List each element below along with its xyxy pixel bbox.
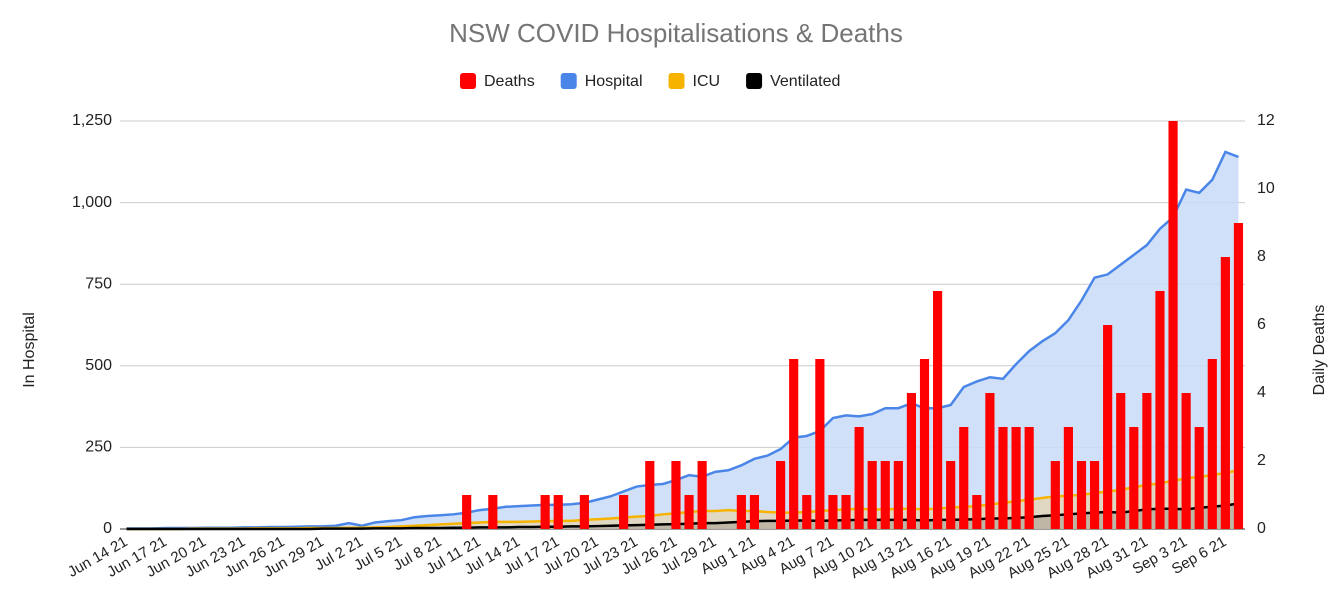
bar: [854, 427, 864, 529]
bar: [802, 495, 812, 529]
bar: [645, 461, 655, 529]
line: [126, 150, 1239, 530]
bar: [736, 495, 746, 529]
bar: [880, 461, 890, 529]
bar: [697, 461, 707, 529]
bar: [488, 495, 498, 529]
y2-axis-label: Daily Deaths: [1311, 305, 1328, 396]
y-tick-label: 0: [103, 520, 112, 537]
bar: [933, 291, 943, 529]
bar: [1194, 427, 1204, 529]
bar: [1050, 461, 1060, 529]
bar: [1220, 257, 1230, 529]
bar: [1181, 393, 1191, 529]
bar: [1155, 291, 1165, 529]
bar: [867, 461, 877, 529]
y-tick-label: 1,250: [72, 112, 112, 129]
legend-label: ICU: [693, 73, 721, 90]
bar: [1207, 359, 1217, 529]
bar: [1089, 461, 1100, 529]
y2-tick-label: 6: [1257, 316, 1266, 333]
y2-tick-label: 2: [1257, 452, 1266, 469]
bar: [1011, 427, 1021, 529]
bar: [1233, 223, 1244, 529]
chart-title: NSW COVID Hospitalisations & Deaths: [449, 18, 903, 48]
bar: [985, 393, 995, 529]
bar: [1076, 461, 1087, 529]
legend-label: Ventilated: [770, 73, 840, 90]
bar: [893, 461, 903, 529]
bar: [946, 461, 956, 529]
bar: [959, 427, 969, 529]
legend-label: Hospital: [585, 73, 643, 90]
bar: [919, 359, 930, 529]
bar: [619, 495, 629, 529]
y2-tick-label: 10: [1257, 180, 1275, 197]
legend-label: Deaths: [484, 73, 535, 90]
bar: [579, 495, 589, 529]
bar: [553, 495, 563, 529]
bar: [749, 495, 760, 529]
bar: [1168, 121, 1178, 529]
bar: [1024, 427, 1034, 529]
bar: [1142, 393, 1152, 529]
bar: [671, 461, 681, 529]
bar: [906, 393, 917, 529]
bar: [841, 495, 851, 529]
legend-swatch: [560, 73, 577, 89]
y2-tick-label: 12: [1257, 112, 1275, 129]
bar: [815, 359, 825, 529]
y-tick-label: 250: [85, 439, 112, 456]
legend: Deaths Hospital ICU Ventilated: [460, 73, 840, 90]
y-tick-label: 1,000: [72, 194, 112, 211]
legend-swatch: [460, 73, 476, 89]
bar: [1129, 427, 1139, 529]
bar: [972, 495, 982, 529]
bar: [684, 495, 694, 529]
bar: [1116, 393, 1126, 529]
bar: [776, 461, 786, 529]
y2-tick-label: 0: [1257, 520, 1266, 537]
y-tick-label: 500: [85, 357, 112, 374]
bar: [1103, 325, 1113, 529]
bar: [540, 495, 550, 529]
y2-tick-label: 4: [1257, 384, 1266, 401]
y-axis-label: In Hospital: [21, 312, 38, 388]
y2-tick-label: 8: [1257, 248, 1266, 265]
bar: [828, 495, 838, 529]
y-tick-label: 750: [85, 275, 112, 292]
bar: [998, 427, 1008, 529]
bar: [789, 359, 799, 529]
legend-swatch: [668, 73, 685, 89]
bar: [1063, 427, 1073, 529]
bar: [462, 495, 472, 529]
legend-swatch: [746, 73, 763, 89]
